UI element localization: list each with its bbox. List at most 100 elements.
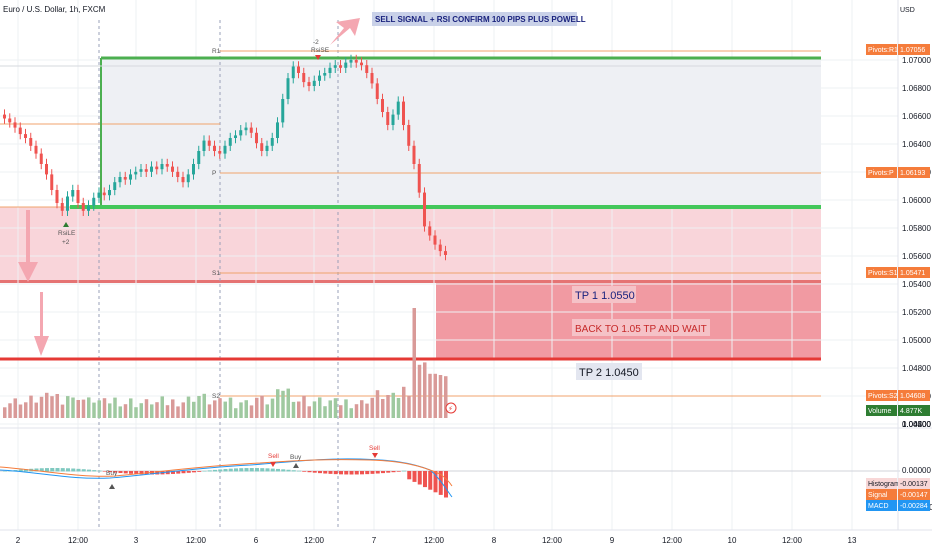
candle-body: [218, 151, 222, 154]
time-tick-label: 9: [610, 536, 615, 545]
macd-hist-bar: [39, 468, 44, 472]
candle-body: [129, 174, 132, 180]
volume-bar: [165, 405, 170, 418]
candle-body: [55, 190, 59, 203]
candle-body: [3, 114, 6, 119]
volume-bar: [97, 400, 101, 418]
volume-bar: [354, 404, 359, 418]
buy-marker-2: [293, 463, 299, 468]
candle-body: [354, 60, 358, 63]
price-tick-label: 1.04400: [902, 420, 931, 429]
candle-body: [344, 62, 348, 68]
candle-body: [228, 138, 232, 146]
candle-body: [155, 166, 159, 170]
candle-body: [407, 125, 411, 146]
macd-hist-bar: [213, 469, 217, 472]
macd-hist-bar: [302, 471, 307, 472]
candle-body: [302, 73, 306, 83]
candle-body: [270, 138, 274, 146]
candle-body: [197, 151, 201, 164]
candle-body: [144, 169, 148, 172]
candle-body: [339, 65, 342, 68]
macd-hist-bar: [339, 471, 343, 475]
volume-bar: [407, 395, 411, 418]
tag-name-bg: [866, 44, 897, 55]
candle-body: [171, 166, 174, 172]
time-axis[interactable]: 2 12:00 3 12:00 6 12:00 7 12:00 8 12:00 9 12:00 10 12…: [16, 536, 857, 545]
volume-bar: [312, 401, 317, 418]
alert-icon[interactable]: [445, 402, 457, 414]
p-label: P: [212, 170, 216, 177]
volume-bar: [92, 402, 96, 418]
candle-body: [360, 62, 363, 66]
volume-bar: [339, 405, 343, 418]
tag-value: -0.00137: [900, 481, 928, 488]
value-tags: Pivots:R1 1.07056 Pivots:P 1.06193 Pivots:S1…: [866, 44, 930, 511]
candle-body: [249, 127, 253, 133]
macd-hist-bar: [228, 468, 233, 472]
price-axis[interactable]: 1.070001.068001.066001.064001.062001.060…: [902, 56, 932, 512]
volume-bar: [123, 404, 128, 418]
tag-value: 4.877K: [900, 408, 923, 415]
candle-body: [165, 164, 169, 167]
candle-body: [291, 66, 295, 79]
macd-hist-bar: [165, 471, 170, 475]
candle-body: [323, 73, 327, 76]
volume-bar: [333, 398, 338, 418]
tag-value: 1.05471: [900, 270, 925, 277]
volume-bar: [260, 395, 264, 418]
tp1-text: TP 1 1.0550: [575, 290, 635, 302]
rsi-se-label: RsiSE: [311, 47, 330, 54]
macd-hist-bar: [108, 471, 112, 473]
tag-name: MACD: [868, 503, 889, 510]
buy-label-2: Buy: [290, 454, 302, 461]
macd-hist-bar: [223, 469, 228, 472]
candle-body: [244, 127, 248, 131]
time-tick-label: 12:00: [782, 536, 803, 545]
candle-body: [192, 164, 195, 175]
macd-hist-bar: [270, 468, 275, 472]
macd-hist-bar: [239, 468, 244, 472]
volume-bar: [39, 396, 44, 418]
candle-body: [349, 60, 353, 63]
volume-bar: [144, 399, 149, 418]
tag-name-bg: [866, 267, 897, 278]
candle-body: [113, 182, 117, 190]
candle-body: [39, 153, 43, 164]
candle-body: [375, 83, 379, 99]
volume-bar: [402, 386, 406, 418]
macd-hist-bar: [139, 471, 144, 475]
price-tick-label: 1.05600: [902, 252, 931, 261]
volume-bar: [307, 406, 311, 418]
alert-icon-glyph: ⚡: [448, 405, 453, 413]
macd-tick-label: 0.00000: [902, 466, 931, 475]
tag-value: -0.00147: [900, 492, 928, 499]
candle-body: [45, 164, 48, 175]
macd-hist-bar: [391, 471, 396, 473]
s1-label: S1: [212, 270, 220, 277]
candle-body: [76, 190, 80, 203]
macd-hist-bar: [260, 468, 265, 472]
macd-hist-bar: [417, 471, 422, 485]
volume-bar: [197, 396, 201, 418]
tag-name-bg: [866, 390, 897, 401]
macd-hist-bar: [18, 469, 23, 472]
volume-bar: [276, 389, 280, 418]
candle-body: [312, 80, 316, 86]
candle-body: [29, 138, 33, 146]
candle-body: [139, 169, 143, 172]
macd-hist-bar: [312, 471, 317, 473]
tag-value: 1.06193: [900, 170, 925, 177]
volume-bar: [102, 398, 107, 418]
macd-hist-bar: [92, 470, 97, 472]
candle-body: [118, 177, 122, 183]
tag-name-bg: [866, 489, 897, 500]
macd-hist-bar: [307, 471, 312, 473]
macd-hist-bar: [50, 468, 55, 472]
macd-histogram: [3, 468, 448, 498]
volume-bar: [244, 400, 248, 418]
sell-label-1: Sell: [268, 453, 279, 460]
tag-name: Pivots:S1: [868, 270, 898, 277]
tag-value: 1.07056: [900, 47, 925, 54]
